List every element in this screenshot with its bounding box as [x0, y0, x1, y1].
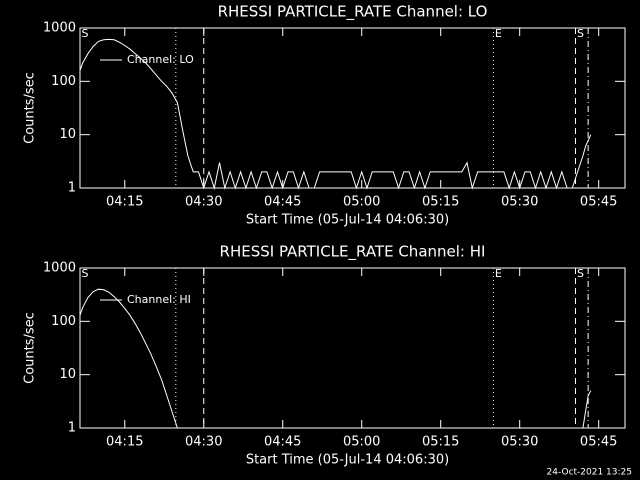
y-tick-label: 1	[68, 421, 76, 436]
x-tick-label: 05:30	[501, 435, 538, 450]
x-tick-label: 05:30	[501, 195, 538, 210]
y-tick-label: 10	[59, 367, 76, 382]
timestamp: 24-Oct-2021 13:25	[547, 468, 632, 478]
y-tick-label: 1000	[43, 261, 76, 276]
x-tick-label: 05:15	[422, 195, 459, 210]
x-tick-label: 05:00	[343, 195, 380, 210]
y-tick-label: 1	[68, 181, 76, 196]
data-line	[79, 38, 592, 190]
x-axis-label: Start Time (05-Jul-14 04:06:30)	[246, 453, 449, 468]
plot-frame	[79, 267, 626, 429]
marker-label: E	[495, 267, 502, 280]
x-tick-label: 05:15	[422, 435, 459, 450]
legend-label: Channel: LO	[127, 53, 194, 66]
data-line	[79, 288, 592, 429]
y-tick-label: 100	[51, 74, 76, 89]
x-tick-label: 04:15	[106, 195, 143, 210]
x-tick-label: 04:15	[106, 435, 143, 450]
x-tick-label: 04:30	[185, 435, 222, 450]
marker-label: S	[577, 267, 584, 280]
y-tick-label: 1000	[43, 21, 76, 36]
x-axis-label: Start Time (05-Jul-14 04:06:30)	[246, 213, 449, 228]
marker-label: S	[577, 27, 584, 40]
legend-label: Channel: HI	[127, 293, 191, 306]
x-tick-label: 05:45	[580, 435, 617, 450]
x-tick-label: 05:45	[580, 195, 617, 210]
plot-frame	[79, 27, 626, 189]
x-tick-label: 04:45	[264, 435, 301, 450]
chart-title: RHESSI PARTICLE_RATE Channel: LO	[218, 3, 488, 22]
chart-title: RHESSI PARTICLE_RATE Channel: HI	[220, 243, 486, 262]
y-axis-label: Counts/sec	[23, 72, 38, 144]
x-tick-label: 05:00	[343, 435, 380, 450]
y-tick-label: 100	[51, 314, 76, 329]
y-axis-label: Counts/sec	[23, 312, 38, 384]
y-tick-label: 10	[59, 127, 76, 142]
marker-label: S	[82, 27, 89, 40]
x-tick-label: 04:45	[264, 195, 301, 210]
marker-label: S	[82, 267, 89, 280]
x-tick-label: 04:30	[185, 195, 222, 210]
marker-label: E	[495, 27, 502, 40]
